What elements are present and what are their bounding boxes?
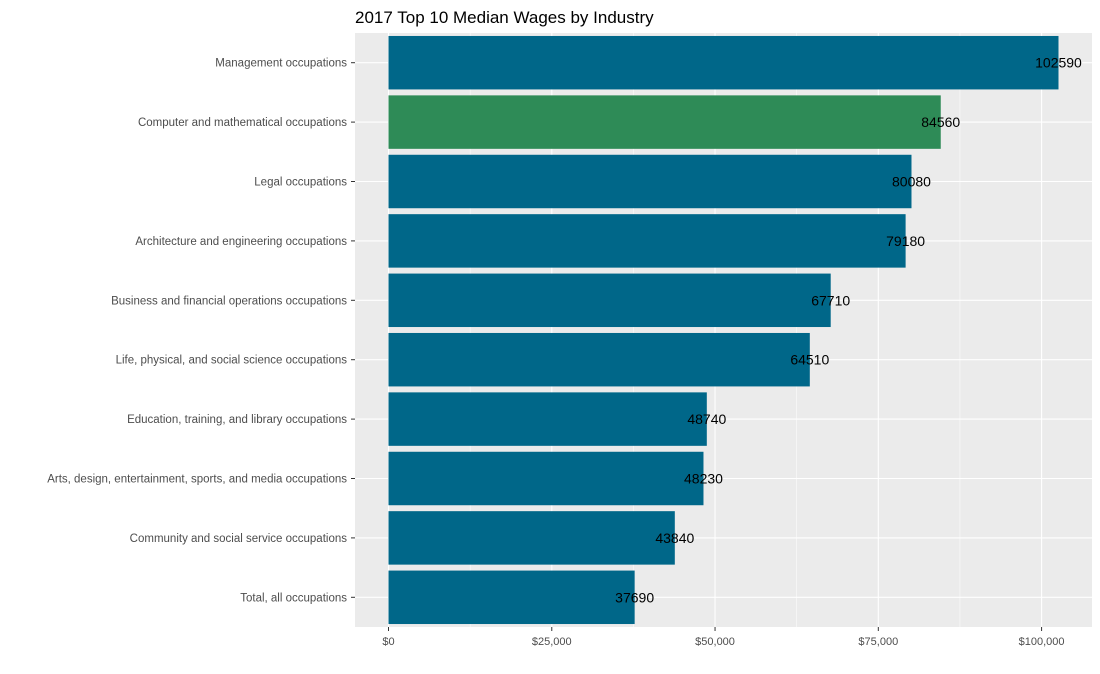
x-tick-label: $0 <box>382 636 394 648</box>
data-label: 80080 <box>892 174 931 190</box>
y-tick-label: Computer and mathematical occupations <box>138 117 347 129</box>
x-tick-label: $75,000 <box>858 636 898 648</box>
chart-title: 2017 Top 10 Median Wages by Industry <box>355 8 654 27</box>
bar <box>388 214 906 268</box>
y-tick-label: Management occupations <box>215 58 347 70</box>
data-label: 79180 <box>886 233 925 249</box>
y-tick-label: Life, physical, and social science occup… <box>116 355 348 367</box>
x-tick-label: $100,000 <box>1019 636 1065 648</box>
bar <box>388 95 941 149</box>
x-tick-label: $50,000 <box>695 636 735 648</box>
y-tick-label: Legal occupations <box>254 177 347 189</box>
y-tick-label: Business and financial operations occupa… <box>111 295 347 307</box>
bar <box>388 273 831 328</box>
bar <box>388 392 707 446</box>
y-tick-label: Arts, design, entertainment, sports, and… <box>47 474 347 486</box>
bars-layer <box>388 35 1059 625</box>
data-label: 102590 <box>1035 55 1082 71</box>
y-tick-label: Total, all occupations <box>240 592 347 604</box>
y-axis: Management occupations Computer and mathe… <box>47 58 355 604</box>
data-label: 37690 <box>615 589 654 605</box>
data-label: 84560 <box>921 114 960 130</box>
x-axis: $0 $25,000 $50,000 $75,000 $100,000 <box>382 627 1065 648</box>
bar <box>388 570 635 625</box>
bar <box>388 154 912 209</box>
bar <box>388 332 810 387</box>
data-label: 48230 <box>684 471 723 487</box>
data-label: 43840 <box>655 530 694 546</box>
value-labels-layer: 102590 84560 80080 79180 67710 64510 48740 4823… <box>615 55 1082 606</box>
y-tick-label: Education, training, and library occupat… <box>127 414 347 426</box>
bar <box>388 35 1059 90</box>
bar <box>388 511 675 565</box>
y-tick-label: Community and social service occupations <box>130 533 348 545</box>
y-tick-label: Architecture and engineering occupations <box>135 236 347 248</box>
bar <box>388 451 704 506</box>
x-tick-label: $25,000 <box>532 636 572 648</box>
data-label: 48740 <box>687 411 726 427</box>
data-label: 67710 <box>811 292 850 308</box>
data-label: 64510 <box>790 352 829 368</box>
